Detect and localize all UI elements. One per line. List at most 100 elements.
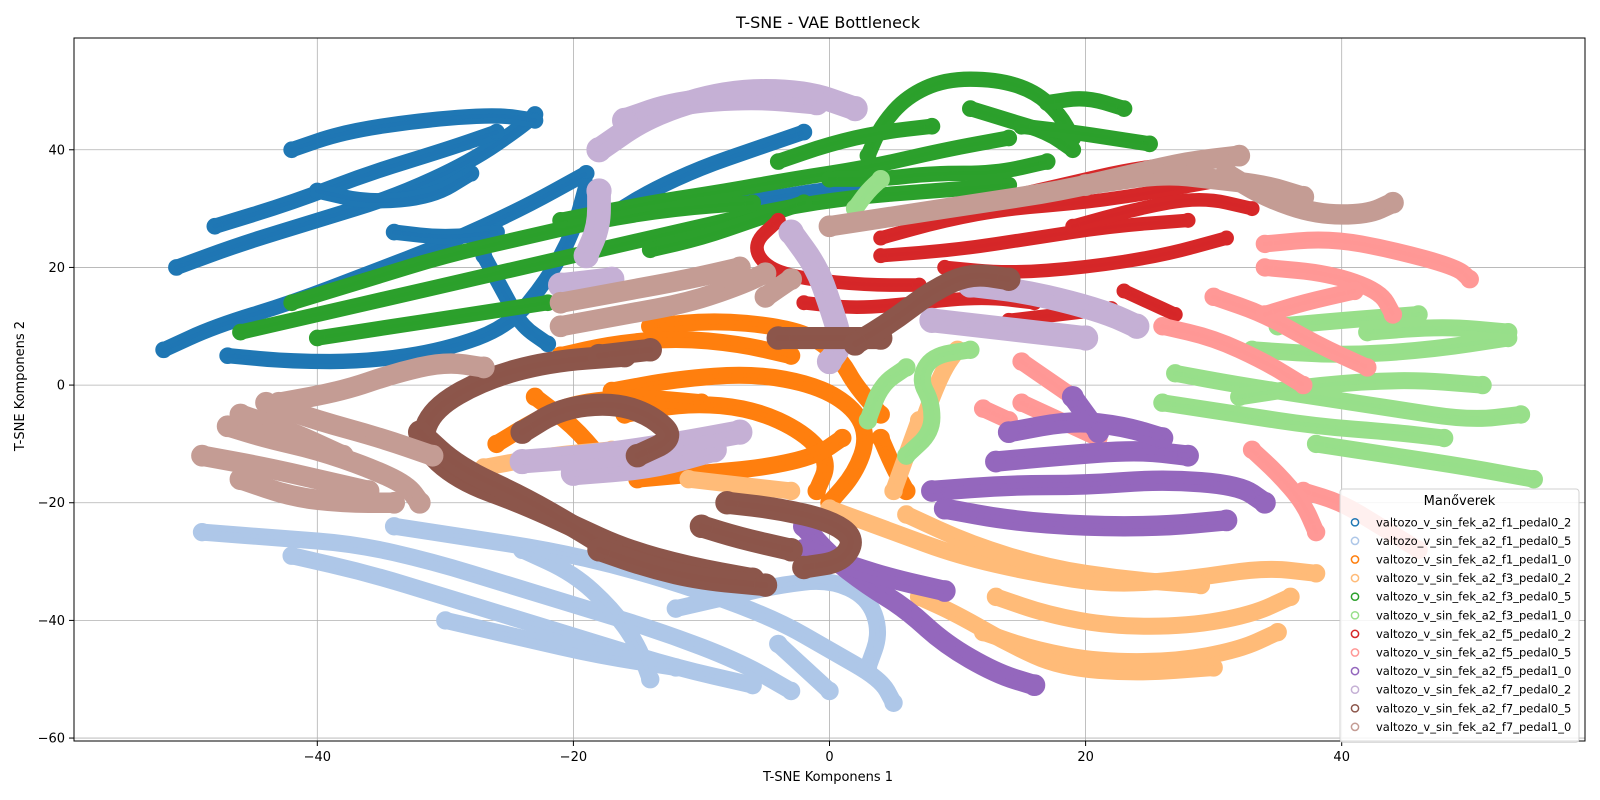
data-point [997,421,1020,444]
data-point [766,326,791,350]
data-point [1473,375,1492,395]
cluster-ribbon-core [762,276,794,300]
data-point [1012,352,1031,371]
legend-marker [1350,573,1360,583]
data-point [282,546,301,565]
cluster-ribbon-core [1172,371,1524,421]
data-point [833,428,852,448]
x-tick-label: 20 [1077,750,1094,765]
x-axis-label: T-SNE Komponens 1 [762,770,893,785]
data-point [1294,375,1313,395]
data-point [1191,575,1211,595]
data-point [641,670,660,689]
cluster-ribbon-core [1160,400,1447,441]
cluster-ribbon-core [416,429,615,553]
data-point [638,338,662,362]
data-point [1073,325,1099,351]
y-tick-label: −40 [38,614,65,629]
cluster-ribbon-core [1019,359,1076,400]
data-point [921,480,943,502]
legend-marker [1350,555,1360,564]
data-point [779,538,803,562]
plot-area [155,71,1543,712]
cluster-ribbon-core [199,529,794,694]
data-point [769,153,787,170]
data-point [770,212,786,228]
data-point [818,215,841,238]
cluster-ribbon-core [621,95,820,124]
y-axis-label: T-SNE Komponens 2 [13,321,28,452]
y-tick-label: 20 [48,261,65,276]
cluster-ribbon-core [1070,394,1102,435]
data-point [689,514,714,539]
data-point [985,450,1007,473]
data-point [1255,234,1275,254]
cluster-ribbon-core [980,406,1012,423]
data-point [795,123,813,141]
cluster-ribbon-core [1365,325,1511,335]
data-point [192,522,212,542]
cluster-ribbon-core [635,435,845,482]
data-point [549,291,572,314]
data-point [229,403,252,426]
data-point [586,178,612,204]
data-point [1038,153,1056,170]
data-point [744,194,762,212]
data-point [552,212,569,229]
cluster-ribbon-core [776,641,832,694]
x-tick-label: −40 [304,750,331,765]
y-tick-label: −60 [38,732,65,747]
data-point [933,497,956,520]
legend-marker [1350,666,1360,676]
cluster-ribbon-core [570,446,718,477]
data-point [168,259,185,276]
data-point [666,658,686,677]
cluster-ribbon-core [852,176,883,211]
data-point [858,411,878,430]
legend-marker [1350,592,1360,602]
data-point [897,505,916,524]
data-point [1012,393,1031,412]
data-point [283,294,301,312]
cluster-ribbon-core [392,230,499,239]
cluster-ribbon-core [904,347,973,458]
data-point [897,446,916,465]
data-point [897,358,916,377]
data-point [1124,313,1150,339]
data-point [408,491,431,514]
legend-entry: valtozo_v_sin_fek_a2_f7_pedal0_2 [1376,683,1571,697]
data-point [796,295,812,311]
cluster-ribbon-core [929,478,1268,506]
data-point [573,243,599,269]
cluster-ribbon-core [1262,288,1357,317]
data-point [1023,674,1046,697]
cluster-ribbon-core [583,187,603,259]
data-point [1204,287,1223,307]
data-point [1345,281,1364,301]
data-point [804,90,830,116]
data-point [560,460,586,486]
data-point [871,428,890,448]
cluster-ribbon-core [698,523,795,553]
data-point [1382,191,1404,214]
cluster-ribbon-core [1262,237,1472,282]
data-point [1358,358,1377,377]
legend-entry: valtozo_v_sin_fek_a2_f5_pedal0_2 [1376,627,1571,641]
cluster-ribbon-core [199,452,372,494]
legend-entry: valtozo_v_sin_fek_a2_f5_pedal0_5 [1376,646,1571,660]
data-point [843,332,867,356]
data-point [1306,522,1326,542]
cluster-ribbon-core [865,365,909,423]
data-point [884,481,903,501]
data-point [715,490,739,515]
data-point [754,262,777,285]
data-point [625,443,650,468]
data-point [385,223,403,241]
cluster-ribbon-core [928,317,1089,342]
legend-marker [1350,517,1360,527]
data-point [1383,305,1403,324]
legend-box [1339,488,1580,743]
cluster-ribbon-core [174,112,538,270]
data-point [1255,305,1275,324]
data-point [308,182,326,200]
